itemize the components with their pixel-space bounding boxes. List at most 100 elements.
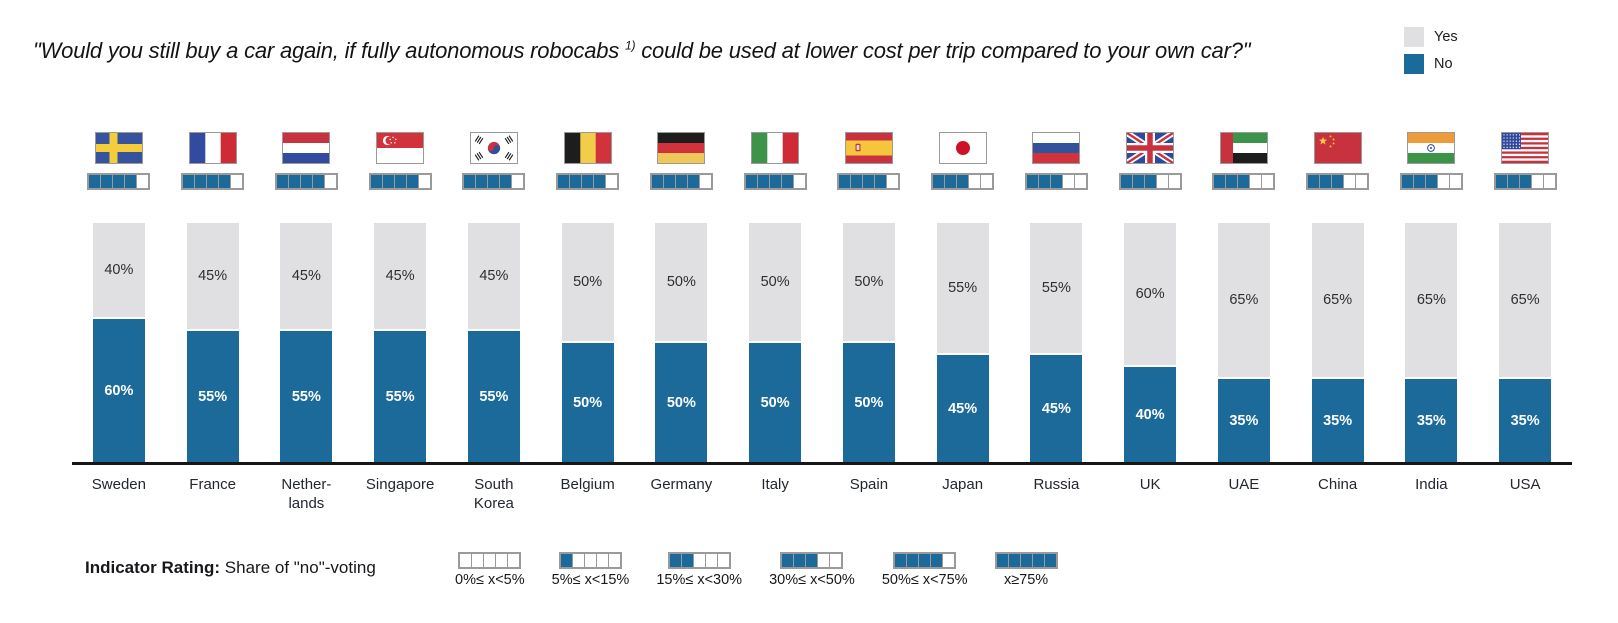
legend-label-yes: Yes	[1434, 29, 1458, 45]
legend-swatch-yes	[1404, 27, 1424, 47]
country-label: Japan	[942, 476, 984, 493]
country-label: Sweden	[91, 476, 146, 493]
country-label: UK	[1139, 476, 1161, 493]
flag-uk-icon	[1126, 132, 1175, 164]
indicator-rating	[837, 173, 901, 190]
no-value-label: 50%	[854, 395, 884, 411]
country-label: Spain	[849, 476, 889, 493]
stacked-bar-belgium: 50% 50%	[561, 223, 614, 463]
no-value-label: 55%	[479, 389, 509, 405]
indicator-rating	[994, 552, 1058, 569]
rating-scale: 0%≤ x<5% 5%≤ x<15% 15%≤ x<30% 30%≤ x<50%…	[455, 552, 1058, 588]
indicator-rating	[931, 173, 995, 190]
title-text-cont: could be used at lower cost per trip com…	[635, 38, 1251, 63]
stacked-bar-japan: 55% 45%	[936, 223, 989, 463]
no-value-label: 35%	[1510, 413, 1540, 429]
indicator-rating-label-rest: Share of "no"-voting	[220, 558, 376, 577]
indicator-rating	[87, 173, 151, 190]
country-column-uae: 65% 35% UAE	[1197, 132, 1291, 514]
no-segment: 60%	[92, 319, 145, 463]
indicator-rating	[1493, 173, 1557, 190]
yes-value-label: 65%	[1323, 292, 1353, 308]
country-column-italy: 50% 50% Italy	[728, 132, 822, 514]
stacked-bar-south-korea: 45% 55%	[467, 223, 520, 463]
stacked-bar-china: 65% 35%	[1311, 223, 1364, 463]
stacked-bar-usa: 65% 35%	[1499, 223, 1552, 463]
title-footnote-marker: 1)	[624, 38, 636, 53]
legend-item-no: No	[1404, 54, 1458, 74]
flag-singapore-icon	[376, 132, 425, 164]
yes-segment: 45%	[374, 223, 427, 329]
indicator-rating	[1399, 173, 1463, 190]
yes-segment: 65%	[1405, 223, 1458, 377]
stacked-bar-germany: 50% 50%	[655, 223, 708, 463]
yes-value-label: 50%	[760, 274, 790, 290]
country-column-sweden: 40% 60% Sweden	[72, 132, 166, 514]
chart-title: "Would you still buy a car again, if ful…	[33, 38, 1373, 64]
stacked-bar-sweden: 40% 60%	[92, 223, 145, 463]
country-label: India	[1415, 476, 1448, 493]
flag-spain-icon	[844, 132, 893, 164]
no-value-label: 55%	[385, 389, 415, 405]
yes-value-label: 65%	[1229, 292, 1259, 308]
country-label: Singapore	[365, 476, 435, 493]
no-segment: 35%	[1311, 379, 1364, 463]
country-column-usa: 65% 35% USA	[1478, 132, 1572, 514]
no-segment: 55%	[374, 331, 427, 463]
indicator-rating	[1212, 173, 1276, 190]
title-text: "Would you still buy a car again, if ful…	[33, 38, 625, 63]
stacked-bar-singapore: 45% 55%	[374, 223, 427, 463]
rating-scale-label: x≥75%	[1003, 572, 1049, 588]
no-segment: 45%	[936, 355, 989, 463]
no-segment: 35%	[1217, 379, 1270, 463]
country-column-china: 65% 35% China	[1291, 132, 1385, 514]
country-column-germany: 50% 50% Germany	[635, 132, 729, 514]
yes-value-label: 45%	[291, 268, 321, 284]
flag-france-icon	[188, 132, 237, 164]
rating-square-empty	[1073, 174, 1087, 189]
stacked-bar-uk: 60% 40%	[1124, 223, 1177, 463]
flag-japan-icon	[938, 132, 987, 164]
no-value-label: 35%	[1323, 413, 1353, 429]
rating-scale-label: 0%≤ x<5%	[455, 572, 525, 588]
rating-scale-label: 15%≤ x<30%	[656, 572, 743, 588]
yes-value-label: 45%	[385, 268, 415, 284]
flag-south-korea-icon	[469, 132, 518, 164]
rating-square-empty	[511, 174, 525, 189]
country-label: Germany	[650, 476, 713, 493]
rating-square-empty	[136, 174, 150, 189]
flag-china-icon	[1313, 132, 1362, 164]
yes-value-label: 50%	[573, 274, 603, 290]
no-value-label: 50%	[760, 395, 790, 411]
indicator-rating	[1118, 173, 1182, 190]
yes-value-label: 50%	[666, 274, 696, 290]
rating-square-empty	[942, 553, 956, 568]
yes-value-label: 55%	[948, 280, 978, 296]
legend-item-yes: Yes	[1404, 27, 1458, 47]
yes-value-label: 65%	[1416, 292, 1446, 308]
country-column-singapore: 45% 55% Singapore	[353, 132, 447, 514]
no-value-label: 60%	[104, 383, 134, 399]
no-segment: 50%	[655, 343, 708, 463]
indicator-rating	[462, 173, 526, 190]
no-value-label: 55%	[291, 389, 321, 405]
yes-segment: 50%	[561, 223, 614, 341]
rating-square-filled	[1043, 553, 1057, 568]
rating-scale-label: 30%≤ x<50%	[769, 572, 855, 588]
indicator-rating-label-bold: Indicator Rating:	[85, 558, 221, 577]
no-segment: 50%	[749, 343, 802, 463]
legend-swatch-no	[1404, 54, 1424, 74]
no-segment: 40%	[1124, 367, 1177, 463]
rating-scale-label: 5%≤ x<15%	[551, 572, 630, 588]
indicator-rating	[558, 552, 622, 569]
country-column-netherlands: 45% 55% Nether- lands	[260, 132, 354, 514]
indicator-rating-label: Indicator Rating: Share of "no"-voting	[85, 558, 376, 578]
no-segment: 50%	[842, 343, 895, 463]
indicator-rating	[893, 552, 957, 569]
rating-square-empty	[1542, 174, 1556, 189]
yes-segment: 50%	[749, 223, 802, 341]
rating-square-empty	[1261, 174, 1275, 189]
rating-square-empty	[417, 174, 431, 189]
yes-segment: 50%	[655, 223, 708, 341]
